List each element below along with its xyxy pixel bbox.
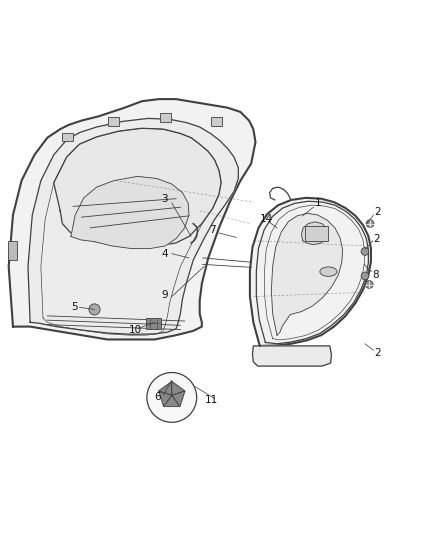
Polygon shape [250, 198, 371, 346]
Bar [211, 117, 223, 126]
Bar [305, 225, 328, 241]
Text: 2: 2 [374, 233, 380, 244]
Bar [146, 318, 162, 329]
Polygon shape [54, 128, 221, 246]
Circle shape [365, 281, 373, 288]
Text: 6: 6 [155, 392, 161, 402]
Circle shape [361, 248, 369, 255]
Bar [8, 241, 17, 260]
Polygon shape [159, 382, 172, 395]
Text: 2: 2 [374, 348, 381, 358]
Polygon shape [172, 391, 185, 406]
Polygon shape [71, 176, 189, 248]
Circle shape [366, 220, 374, 228]
Polygon shape [172, 382, 185, 395]
Text: 9: 9 [161, 290, 168, 300]
Text: 7: 7 [208, 225, 215, 236]
Bar [108, 117, 120, 126]
Text: 14: 14 [260, 214, 273, 224]
Circle shape [147, 373, 197, 422]
Ellipse shape [320, 267, 337, 277]
Polygon shape [28, 118, 238, 334]
Bar [160, 113, 171, 122]
Text: 4: 4 [161, 248, 168, 259]
Polygon shape [159, 391, 172, 406]
Circle shape [361, 272, 369, 280]
Polygon shape [164, 395, 180, 406]
Bar [62, 133, 73, 141]
Text: 2: 2 [374, 207, 381, 216]
Circle shape [89, 304, 100, 315]
Polygon shape [252, 346, 332, 366]
Text: 3: 3 [161, 193, 168, 204]
Text: 10: 10 [129, 325, 142, 335]
Text: 5: 5 [71, 302, 78, 312]
Polygon shape [9, 99, 255, 340]
Polygon shape [301, 222, 327, 245]
Polygon shape [272, 213, 343, 335]
Text: 11: 11 [205, 395, 218, 406]
Text: 1: 1 [315, 198, 322, 208]
Text: 8: 8 [372, 270, 379, 280]
